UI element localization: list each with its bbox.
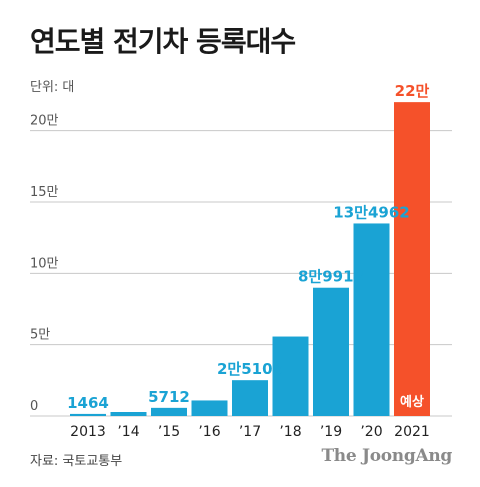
x-tick-label: ’14 — [117, 424, 139, 440]
x-tick-label: ’17 — [239, 424, 261, 440]
y-tick-label: 15만 — [30, 185, 59, 200]
y-tick-label: 10만 — [30, 256, 59, 271]
x-tick-label: ’18 — [279, 424, 301, 440]
forecast-label: 예상 — [400, 394, 424, 410]
labels: 0 5만 10만 15만 20만 2013 1464 ’14 ’15 5712 ’16 ’17 2만51… — [30, 82, 430, 440]
x-tick-label: 2013 — [70, 424, 106, 440]
x-tick-label: ’15 — [158, 424, 180, 440]
bars — [70, 102, 430, 416]
bar-5 — [272, 336, 309, 416]
bar-8 — [394, 102, 430, 416]
x-tick-label: ’19 — [320, 424, 342, 440]
source-label: 자료: 국토교통부 — [30, 454, 123, 469]
bar-3 — [191, 400, 228, 416]
bar-0 — [70, 413, 106, 416]
chart-title: 연도별 전기차 등록대수 — [30, 25, 296, 58]
y-tick-label: 0 — [30, 399, 38, 414]
data-label: 8만9918 — [298, 268, 364, 286]
bar-2 — [151, 407, 187, 416]
x-tick-label: 2021 — [394, 424, 430, 440]
y-tick-label: 5만 — [30, 328, 50, 343]
unit-label: 단위: 대 — [30, 80, 75, 95]
bar-6 — [313, 287, 349, 416]
y-tick-label: 20만 — [30, 114, 59, 129]
bar-1 — [110, 412, 147, 416]
x-tick-label: ’16 — [198, 424, 220, 440]
data-label: 1464 — [67, 394, 109, 412]
data-label: 2만5108 — [217, 360, 283, 378]
brand-logo: The JoongAng — [321, 446, 452, 466]
x-tick-label: ’20 — [360, 424, 382, 440]
bar-4 — [232, 380, 268, 416]
data-label: 22만 — [395, 82, 430, 100]
data-label: 13만4962 — [333, 203, 409, 221]
bar-7 — [353, 223, 390, 416]
data-label: 5712 — [148, 388, 190, 406]
